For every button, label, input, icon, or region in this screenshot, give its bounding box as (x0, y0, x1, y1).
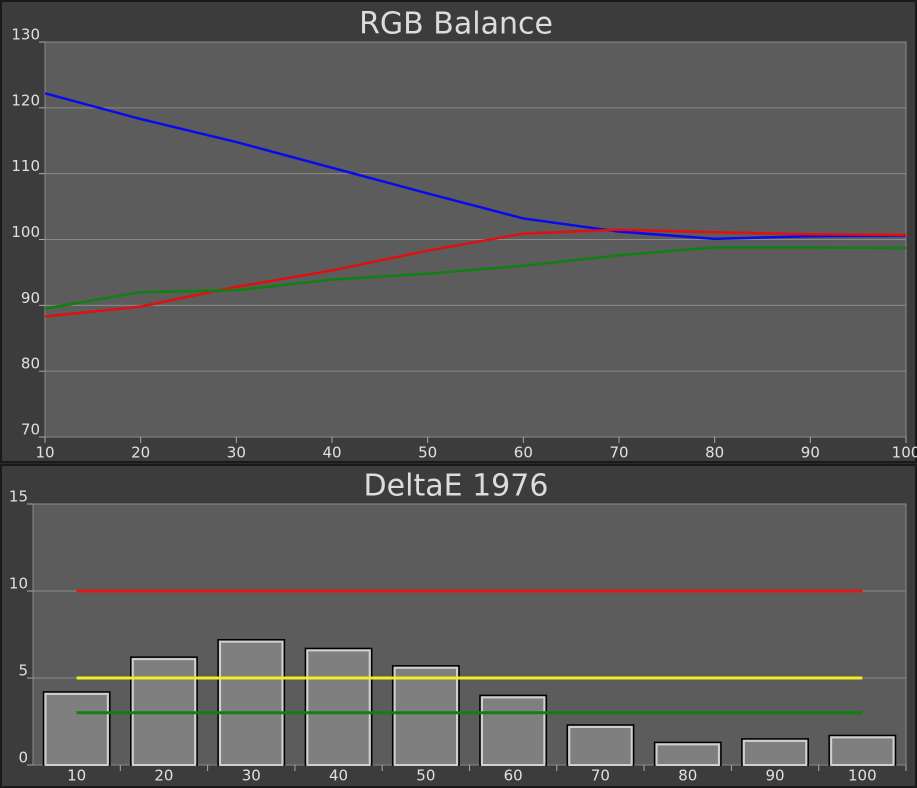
y-tick-label: 15 (9, 488, 28, 506)
y-tick-label: 10 (9, 575, 28, 593)
bar-highlight (480, 696, 546, 767)
x-tick-label: 40 (329, 767, 348, 785)
bar (566, 724, 635, 766)
y-tick-label: 100 (11, 223, 40, 241)
x-tick-label: 10 (67, 767, 86, 785)
x-tick-label: 40 (322, 444, 341, 462)
bar (391, 665, 460, 766)
y-tick-label: 0 (18, 749, 28, 767)
y-tick-label: 120 (11, 91, 40, 109)
y-tick-label: 130 (11, 26, 40, 44)
bar-highlight (830, 736, 895, 766)
x-tick-label: 50 (418, 444, 437, 462)
x-tick-label: 20 (154, 767, 173, 785)
bar (304, 647, 373, 766)
y-tick-label: 90 (21, 289, 40, 307)
x-tick-label: 70 (609, 444, 628, 462)
line-series (44, 92, 907, 241)
x-tick-label: 30 (227, 444, 246, 462)
chart-title: DeltaE 1976 (364, 469, 549, 504)
y-tick-label: 5 (18, 662, 28, 680)
bar-highlight (44, 692, 109, 766)
x-tick-label: 60 (504, 767, 523, 785)
bar (42, 691, 111, 766)
x-tick-label: 70 (591, 767, 610, 785)
chart-title: RGB Balance (359, 7, 553, 42)
x-tick-label: 90 (766, 767, 785, 785)
line-series (44, 246, 907, 310)
bar (741, 738, 809, 766)
bar-highlight (306, 649, 371, 766)
bar-highlight (219, 640, 284, 766)
x-tick-label: 50 (416, 767, 435, 785)
y-tick-label: 80 (21, 355, 40, 373)
x-tick-label: 80 (705, 444, 724, 462)
bar (828, 734, 897, 766)
bar-highlight (568, 725, 633, 766)
y-tick-label: 110 (11, 157, 40, 175)
bar (130, 656, 198, 766)
x-tick-label: 90 (801, 444, 820, 462)
bar-highlight (393, 666, 459, 767)
bar-highlight (655, 743, 720, 767)
x-tick-label: 100 (892, 444, 917, 462)
x-tick-label: 20 (131, 444, 150, 462)
y-tick-label: 70 (21, 421, 40, 439)
line-series (44, 228, 907, 318)
x-tick-label: 100 (848, 767, 877, 785)
x-tick-label: 10 (35, 444, 54, 462)
x-tick-label: 80 (678, 767, 697, 785)
bar (653, 741, 722, 766)
bar-highlight (742, 739, 808, 767)
x-tick-label: 60 (514, 444, 533, 462)
bar (479, 694, 548, 766)
bar (217, 638, 286, 766)
x-tick-label: 30 (242, 767, 261, 785)
